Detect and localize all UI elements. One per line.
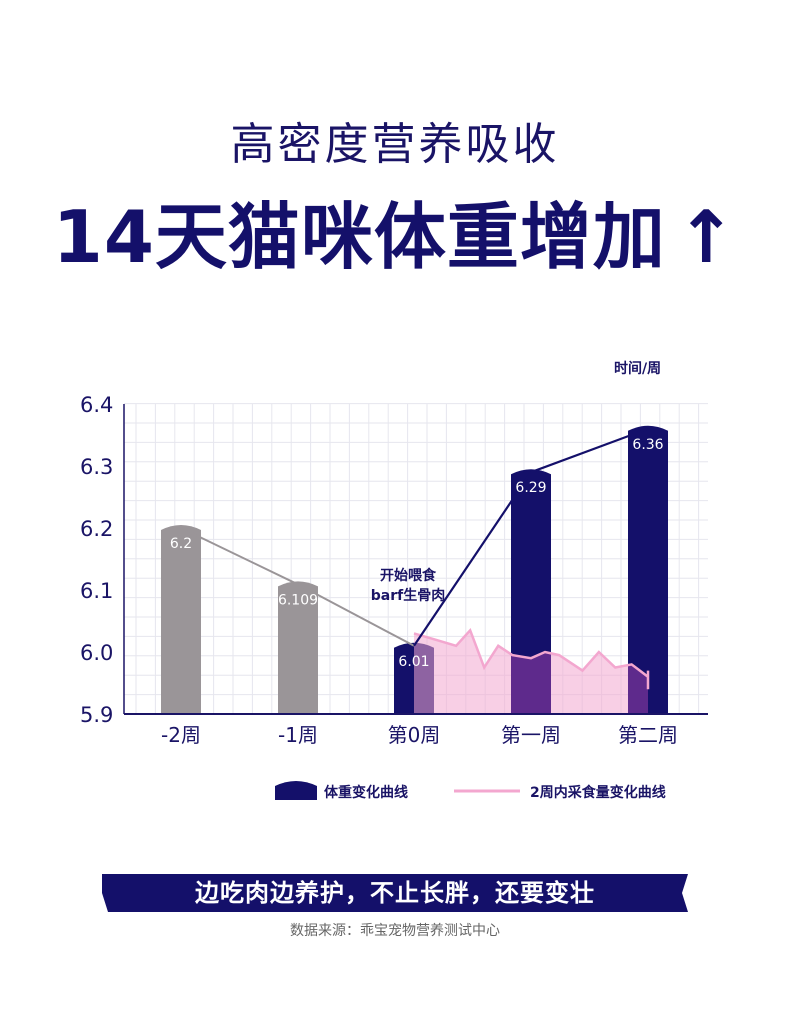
legend-intake-label: 2周内采食量变化曲线 bbox=[530, 785, 666, 801]
weight-value-label: 6.01 bbox=[398, 654, 429, 670]
annotation-line-1: 开始喂食 bbox=[380, 567, 437, 584]
weight-value-label: 6.36 bbox=[632, 437, 663, 453]
weight-value-label: 6.29 bbox=[515, 480, 546, 496]
x-category-label: -1周 bbox=[278, 723, 318, 747]
weight-bar bbox=[278, 581, 318, 714]
legend-weight-label: 体重变化曲线 bbox=[324, 785, 408, 801]
y-tick-label: 6.1 bbox=[80, 579, 113, 603]
annotation-line-2: barf生骨肉 bbox=[371, 587, 445, 604]
x-category-label: 第一周 bbox=[501, 723, 561, 747]
title-line-2: 14天猫咪体重增加 ↑ bbox=[0, 178, 790, 283]
weight-line-after bbox=[413, 427, 649, 647]
intake-line bbox=[413, 627, 650, 690]
x-category-label: 第0周 bbox=[388, 723, 441, 747]
weight-bar bbox=[161, 525, 201, 714]
y-tick-label: 6.2 bbox=[80, 517, 113, 541]
y-tick-label: 6.3 bbox=[80, 455, 113, 479]
weight-value-label: 6.109 bbox=[278, 592, 318, 608]
time-unit-label: 时间/周 bbox=[614, 361, 662, 377]
x-category-label: 第二周 bbox=[618, 723, 678, 747]
data-source: 数据来源：乖宝宠物营养测试中心 bbox=[290, 923, 500, 939]
weight-bar bbox=[628, 425, 668, 714]
slogan-text: 边吃肉边养护，不止长胖，还要变壮 bbox=[195, 879, 595, 907]
weight-line-before bbox=[180, 527, 415, 647]
slogan-banner bbox=[102, 874, 688, 912]
y-tick-label: 5.9 bbox=[80, 703, 113, 727]
y-tick-label: 6.0 bbox=[80, 641, 113, 665]
title-line-1: 高密度营养吸收 bbox=[230, 119, 560, 170]
legend-weight-swatch bbox=[275, 781, 317, 800]
y-tick-label: 6.4 bbox=[80, 393, 113, 417]
x-category-label: -2周 bbox=[161, 723, 201, 747]
weight-value-label: 6.2 bbox=[170, 536, 192, 552]
legend-intake-swatch bbox=[454, 789, 520, 793]
up-arrow-icon: ↑ bbox=[675, 195, 738, 279]
title-line-2-text: 14天猫咪体重增加 bbox=[52, 195, 666, 279]
